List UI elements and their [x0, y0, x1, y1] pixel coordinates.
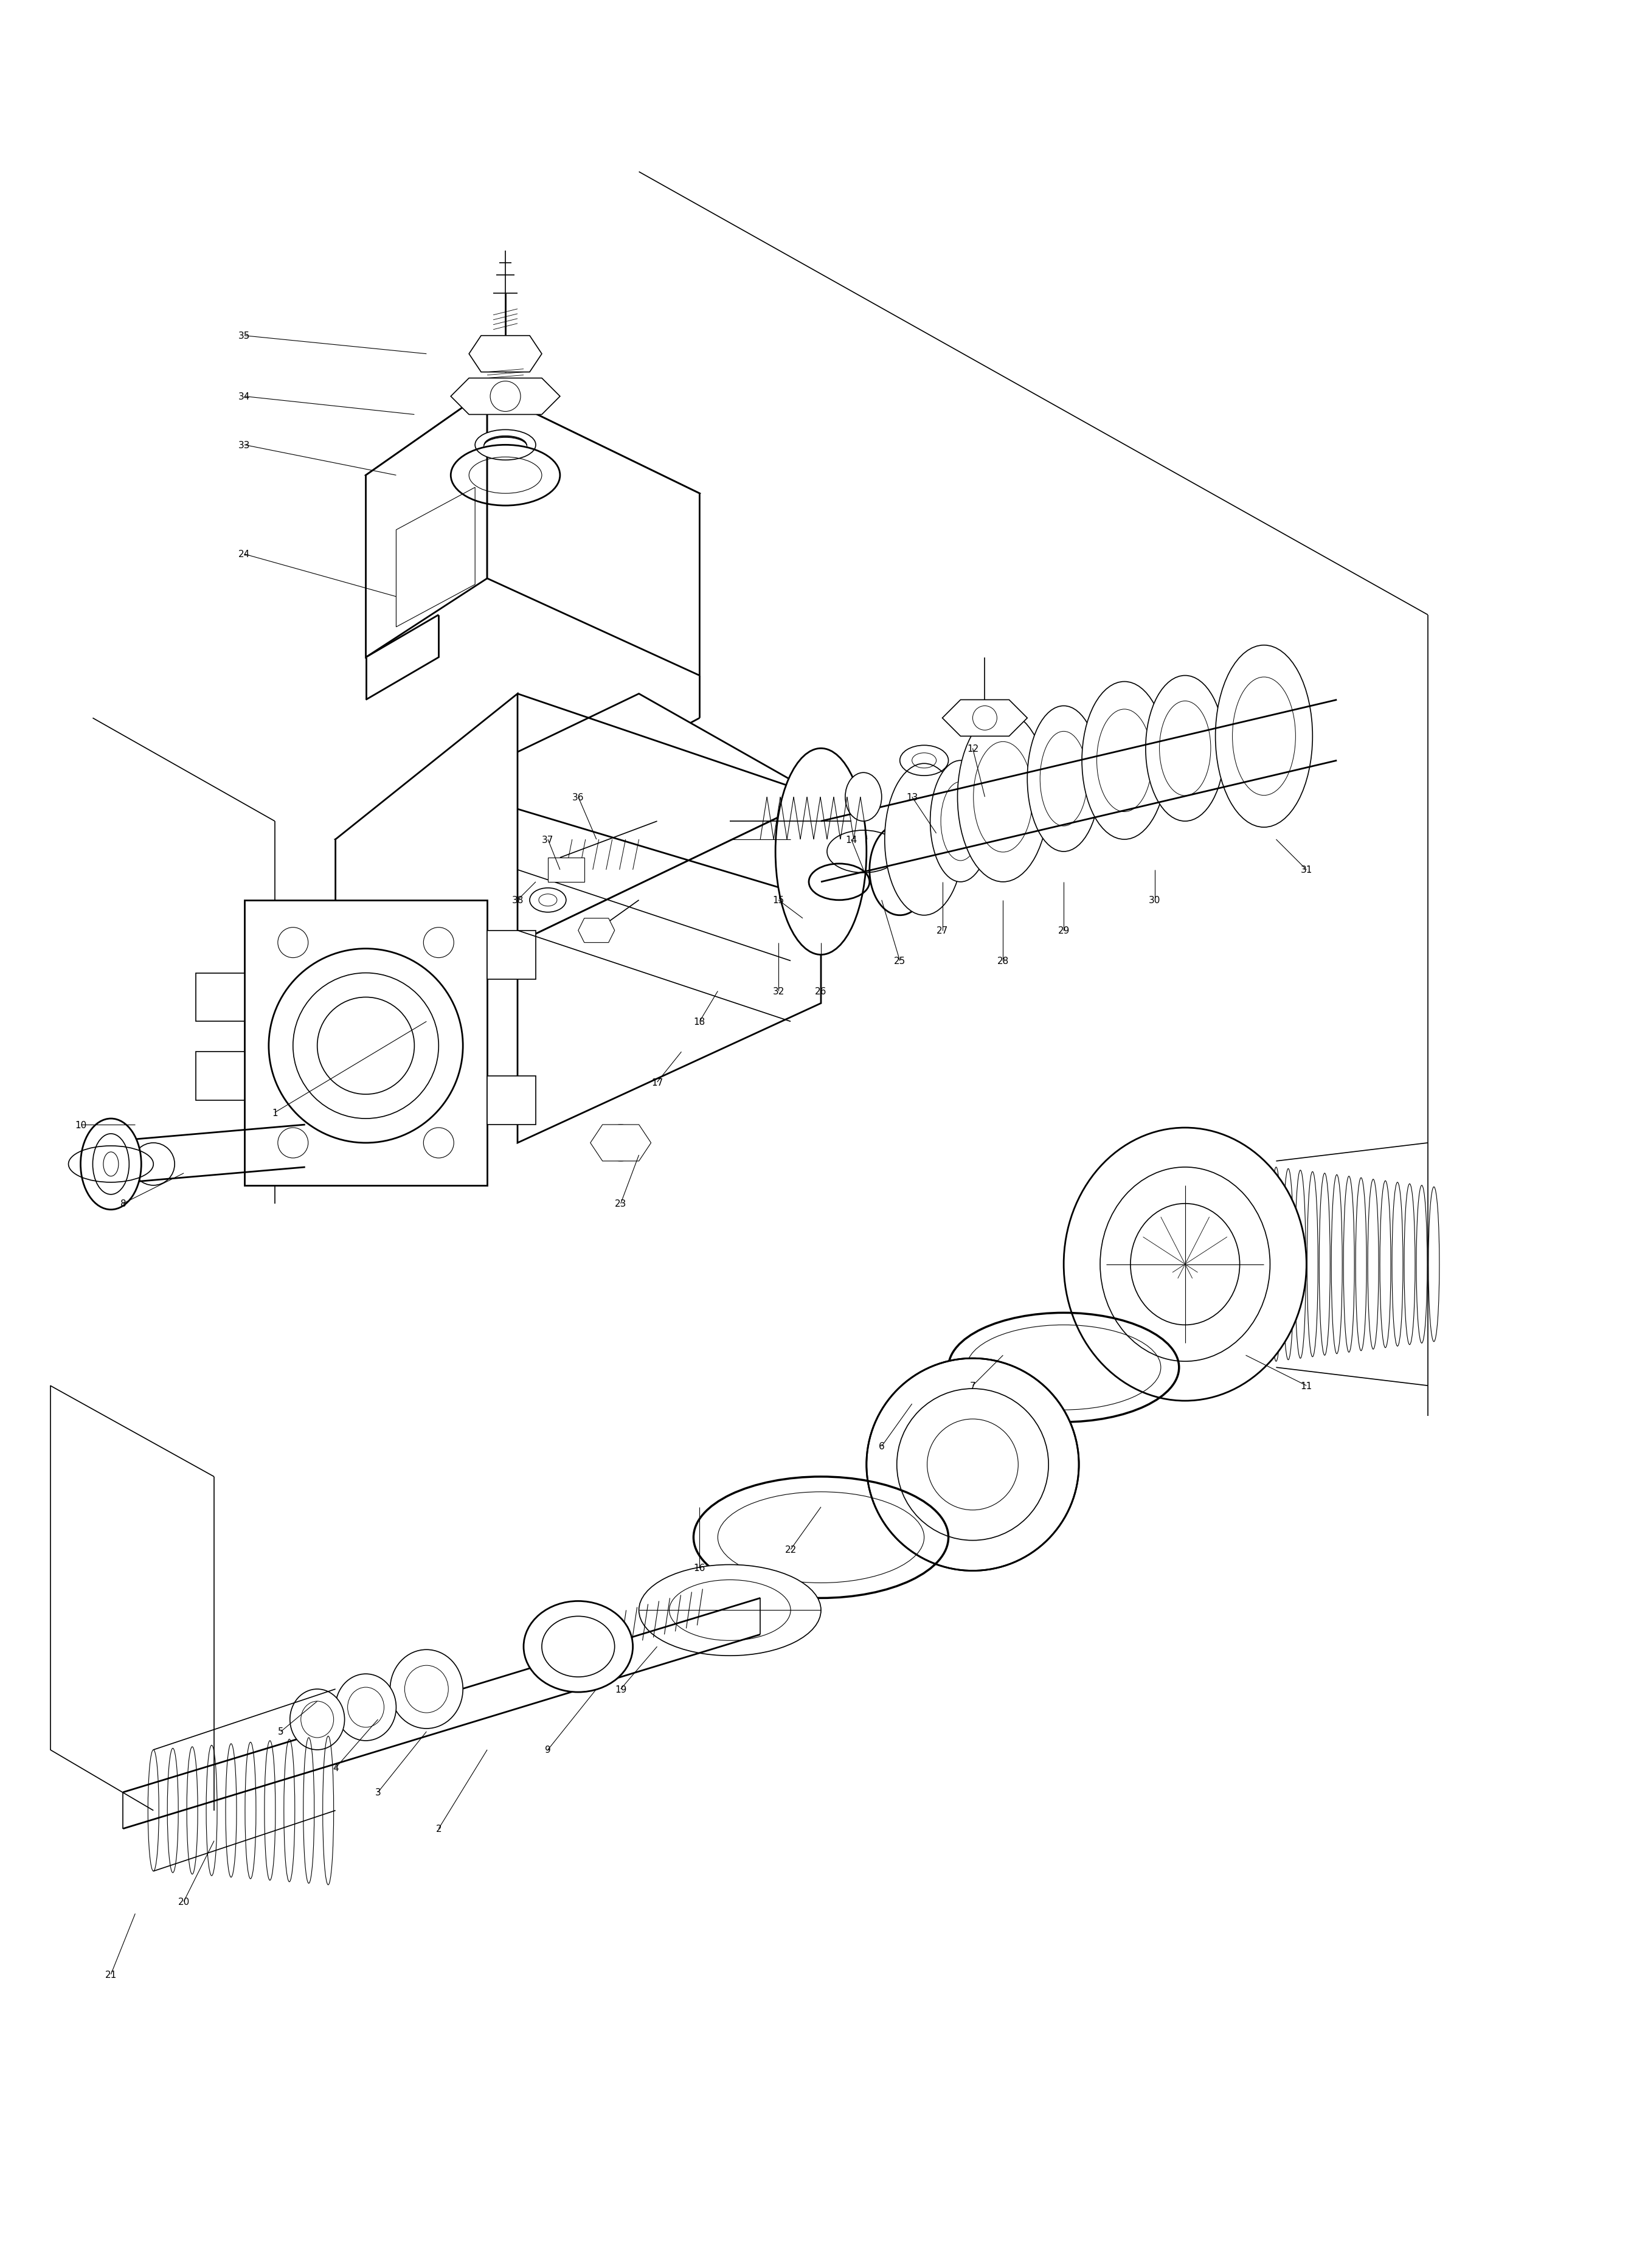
Text: 24: 24 [238, 549, 250, 560]
Polygon shape [196, 973, 245, 1023]
Text: 18: 18 [693, 1016, 706, 1027]
Polygon shape [548, 857, 584, 882]
Ellipse shape [475, 431, 535, 460]
Ellipse shape [80, 1118, 142, 1209]
Text: 22: 22 [785, 1545, 796, 1554]
Polygon shape [365, 390, 488, 658]
Ellipse shape [1101, 1168, 1271, 1361]
Ellipse shape [884, 764, 964, 916]
Polygon shape [336, 694, 517, 1041]
Ellipse shape [318, 998, 414, 1095]
Text: 17: 17 [651, 1077, 662, 1086]
Text: 25: 25 [894, 957, 905, 966]
Ellipse shape [390, 1649, 463, 1728]
Text: 15: 15 [773, 896, 785, 905]
Ellipse shape [336, 1674, 396, 1742]
Text: 32: 32 [773, 987, 785, 996]
Ellipse shape [1081, 683, 1166, 839]
Ellipse shape [1063, 1127, 1306, 1402]
Ellipse shape [1145, 676, 1225, 821]
Text: 27: 27 [936, 925, 948, 934]
Polygon shape [590, 1125, 651, 1161]
Polygon shape [470, 336, 541, 372]
Text: 31: 31 [1300, 866, 1313, 875]
Text: 36: 36 [572, 794, 584, 803]
Text: 10: 10 [75, 1120, 86, 1129]
Ellipse shape [1215, 646, 1313, 828]
Text: 23: 23 [615, 1200, 626, 1209]
Polygon shape [488, 1077, 535, 1125]
Ellipse shape [930, 760, 992, 882]
Polygon shape [196, 1052, 245, 1100]
Text: 12: 12 [967, 744, 979, 753]
Polygon shape [943, 701, 1028, 737]
Text: 11: 11 [1300, 1381, 1313, 1390]
Polygon shape [245, 900, 488, 1186]
Polygon shape [336, 694, 820, 943]
Ellipse shape [639, 1565, 820, 1656]
Ellipse shape [866, 1359, 1078, 1572]
Polygon shape [517, 798, 820, 1143]
Ellipse shape [290, 1690, 344, 1751]
Text: 33: 33 [238, 440, 251, 449]
Text: 35: 35 [238, 331, 250, 340]
Text: 30: 30 [1148, 896, 1161, 905]
Text: 4: 4 [333, 1765, 338, 1774]
Text: 21: 21 [104, 1971, 117, 1980]
Text: 16: 16 [693, 1563, 706, 1572]
Polygon shape [365, 390, 700, 578]
Text: 1: 1 [272, 1109, 277, 1118]
Text: 2: 2 [435, 1823, 442, 1833]
Ellipse shape [957, 712, 1049, 882]
Ellipse shape [775, 748, 866, 955]
Polygon shape [579, 919, 615, 943]
Text: 6: 6 [879, 1442, 884, 1452]
Polygon shape [450, 379, 559, 415]
Text: 13: 13 [907, 794, 918, 803]
Text: 3: 3 [375, 1787, 382, 1796]
Text: 9: 9 [545, 1746, 551, 1755]
Polygon shape [488, 930, 535, 980]
Ellipse shape [1028, 705, 1101, 853]
Text: 8: 8 [121, 1200, 126, 1209]
Text: 26: 26 [816, 987, 827, 996]
Polygon shape [488, 390, 700, 676]
Ellipse shape [524, 1601, 633, 1692]
Text: 28: 28 [997, 957, 1010, 966]
Ellipse shape [845, 773, 882, 821]
Text: 5: 5 [277, 1728, 284, 1737]
Text: 20: 20 [178, 1896, 189, 1905]
Text: 34: 34 [238, 392, 250, 401]
Circle shape [602, 1125, 639, 1161]
Text: 29: 29 [1059, 925, 1070, 934]
Text: 37: 37 [541, 835, 555, 844]
Text: 38: 38 [512, 896, 524, 905]
Text: 19: 19 [615, 1685, 626, 1694]
Text: 14: 14 [845, 835, 858, 844]
Text: 7: 7 [970, 1381, 975, 1390]
